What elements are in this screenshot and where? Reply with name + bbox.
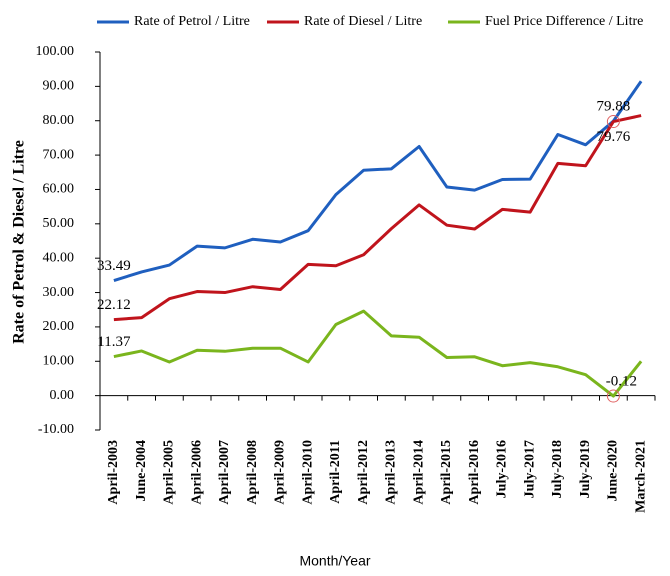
y-tick-label: 20.00 — [43, 319, 75, 334]
x-tick-label: April-2011 — [328, 440, 343, 504]
x-tick-label: April-2012 — [356, 440, 371, 505]
x-tick-label: April-2006 — [189, 440, 204, 505]
data-label: 11.37 — [97, 334, 131, 350]
x-tick-label: April-2014 — [411, 440, 426, 505]
y-tick-label: 80.00 — [43, 113, 75, 128]
legend-label: Rate of Diesel / Litre — [304, 14, 422, 29]
x-tick-label: April-2016 — [467, 440, 482, 505]
x-axis-title: Month/Year — [299, 553, 370, 569]
y-tick-label: 10.00 — [43, 353, 75, 368]
series-line — [113, 309, 643, 398]
x-tick-label: March-2021 — [633, 440, 648, 513]
y-tick-label: 30.00 — [43, 285, 75, 300]
highlight-circle — [606, 115, 620, 129]
y-tick-label: 70.00 — [43, 147, 75, 162]
legend-label: Rate of Petrol / Litre — [134, 14, 250, 29]
x-tick-label: April-2008 — [245, 440, 260, 505]
series-line — [113, 80, 643, 282]
x-tick-label: July-2017 — [522, 440, 537, 498]
x-tick-label: April-2003 — [106, 440, 121, 505]
x-tick-label: July-2018 — [550, 440, 565, 498]
x-tick-label: April-2009 — [273, 440, 288, 505]
x-tick-label: April-2010 — [300, 440, 315, 505]
data-label: 79.88 — [597, 99, 631, 115]
x-tick-label: April-2013 — [384, 440, 399, 505]
highlight-circle — [606, 389, 620, 403]
x-tick-label: July-2019 — [578, 440, 593, 498]
y-tick-label: 50.00 — [43, 216, 75, 231]
x-tick-label: April-2007 — [217, 440, 232, 505]
y-tick-label: 100.00 — [36, 44, 75, 59]
series-line — [113, 114, 642, 322]
x-tick-label: June-2004 — [134, 440, 149, 501]
data-label: 33.49 — [97, 258, 131, 274]
y-tick-label: 0.00 — [50, 388, 75, 403]
y-axis-title: Rate of Petrol & Diesel / Litre — [11, 140, 28, 344]
data-label: 22.12 — [97, 297, 131, 313]
data-label: 79.76 — [597, 129, 631, 145]
x-tick-label: April-2005 — [162, 440, 177, 505]
y-tick-label: 90.00 — [43, 79, 75, 94]
y-tick-label: 40.00 — [43, 250, 75, 265]
x-tick-label: April-2015 — [439, 440, 454, 505]
y-tick-label: 60.00 — [43, 182, 75, 197]
x-tick-label: June-2020 — [606, 440, 621, 501]
y-tick-label: -10.00 — [38, 422, 74, 437]
x-tick-label: July-2016 — [495, 440, 510, 498]
legend-label: Fuel Price Difference / Litre — [485, 14, 643, 29]
data-label: -0.12 — [606, 373, 637, 389]
